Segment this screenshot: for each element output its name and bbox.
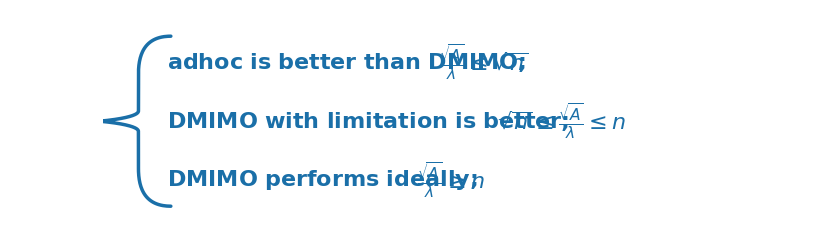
Text: $\mathbf{DMIMO\ performs\ ideally;}$: $\mathbf{DMIMO\ performs\ ideally;}$ xyxy=(167,168,477,192)
Text: $\sqrt{n} \leq \frac{\sqrt{A}}{\lambda} \leq n$: $\sqrt{n} \leq \frac{\sqrt{A}}{\lambda} … xyxy=(497,102,626,141)
Text: $\mathbf{DMIMO\ with\ limitation\ is\ better;}$: $\mathbf{DMIMO\ with\ limitation\ is\ be… xyxy=(167,110,569,133)
Text: $\mathbf{adhoc\ is\ better\ than\ DMIMO;}$: $\mathbf{adhoc\ is\ better\ than\ DMIMO;… xyxy=(167,51,526,74)
Text: $\frac{\sqrt{A}}{\lambda} \leq \sqrt{n}$: $\frac{\sqrt{A}}{\lambda} \leq \sqrt{n}$ xyxy=(439,42,529,82)
Text: $\frac{\sqrt{A}}{\lambda} \geq n$: $\frac{\sqrt{A}}{\lambda} \geq n$ xyxy=(417,161,485,200)
